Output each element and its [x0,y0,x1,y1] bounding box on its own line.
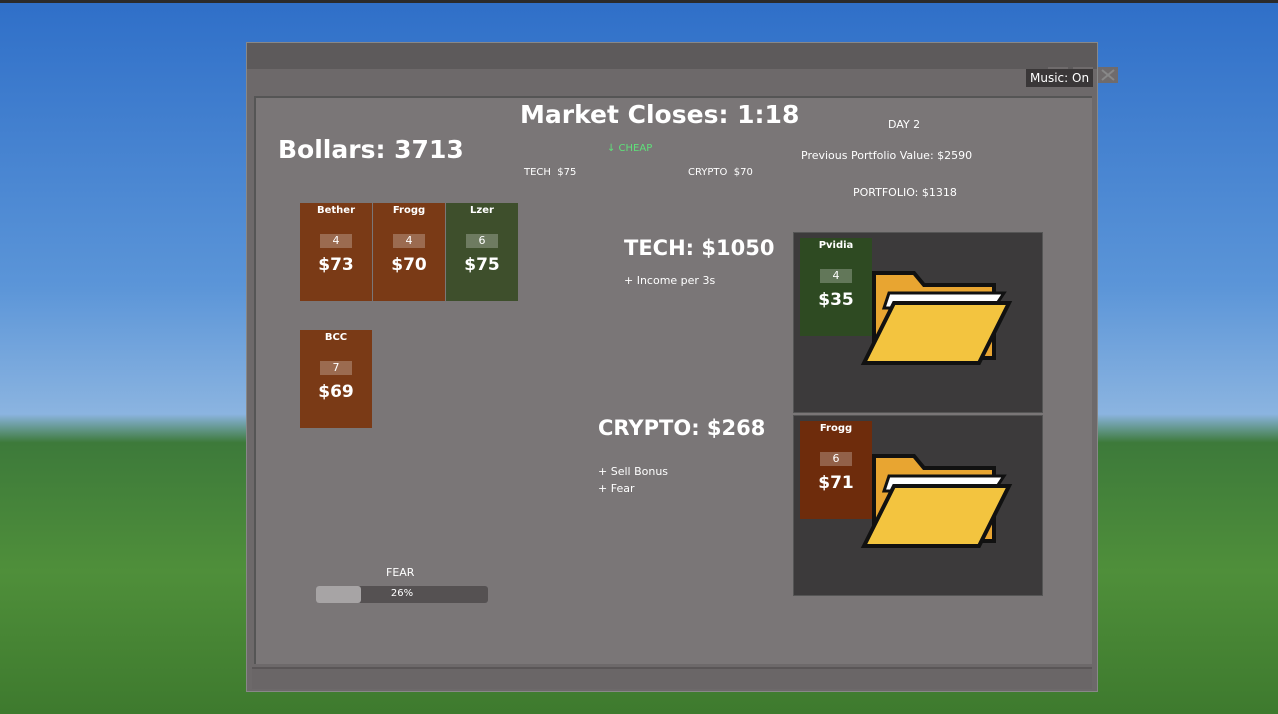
window-buttons[interactable] [1017,48,1118,83]
price: CRYPTO $70 [688,167,753,178]
fear-value: 26% [390,588,414,599]
folder-icon [844,446,1014,560]
stock-card[interactable]: BCC 7 $69 [300,330,372,428]
card-price: $35 [818,290,854,310]
card-name: Bether [316,205,356,216]
folder-panel[interactable]: Frogg 6 $71 [793,415,1043,596]
folder-icon [844,263,1014,377]
card-name: Pvidia [818,240,854,251]
card-name: Frogg [392,205,426,216]
sector-note: + Fear [598,482,635,495]
bollars: Bollars: 3713 [278,135,464,164]
card-count: 4 [820,269,852,283]
card-price: $73 [318,255,354,275]
price: TECH $75 [524,167,577,178]
stock-card[interactable]: Pvidia 4 $35 [800,238,872,336]
card-count: 4 [393,234,425,248]
day: DAY 2 [888,118,921,131]
card-count: 4 [320,234,352,248]
card-count: 6 [820,452,852,466]
status-bar [252,667,1092,689]
card-name: BCC [324,332,348,343]
stock-card[interactable]: Bether 4 $73 [300,203,372,301]
previous-portfolio: Previous Portfolio Value: $2590 [801,149,973,162]
card-price: $70 [391,255,427,275]
fear-fill [316,586,361,603]
sector-note: + Sell Bonus [598,465,669,478]
title-bar [247,43,1097,69]
card-price: $71 [818,473,854,493]
sector-title: TECH: $1050 [624,236,775,260]
portfolio: PORTFOLIO: $1318 [853,186,957,199]
stock-card[interactable]: Frogg 6 $71 [800,421,872,519]
stock-card[interactable]: Frogg 4 $70 [373,203,445,301]
music-toggle[interactable]: Music: On [1026,69,1094,87]
folder-panel[interactable]: Pvidia 4 $35 [793,232,1043,413]
card-count: 7 [320,361,352,375]
sector-title: CRYPTO: $268 [598,416,766,440]
card-name: Lzer [470,205,494,216]
card-price: $75 [464,255,500,275]
timer: Market Closes: 1:18 [520,100,800,129]
card-name: Frogg [819,423,853,434]
top-edge [0,0,1278,3]
hint: ↓ CHEAP [607,143,653,154]
card-price: $69 [318,382,354,402]
fear-track: 26% [316,586,488,603]
sector-note: + Income per 3s [624,274,716,287]
stock-card[interactable]: Lzer 6 $75 [446,203,518,301]
fear-label: FEAR [386,566,415,579]
card-count: 6 [466,234,498,248]
